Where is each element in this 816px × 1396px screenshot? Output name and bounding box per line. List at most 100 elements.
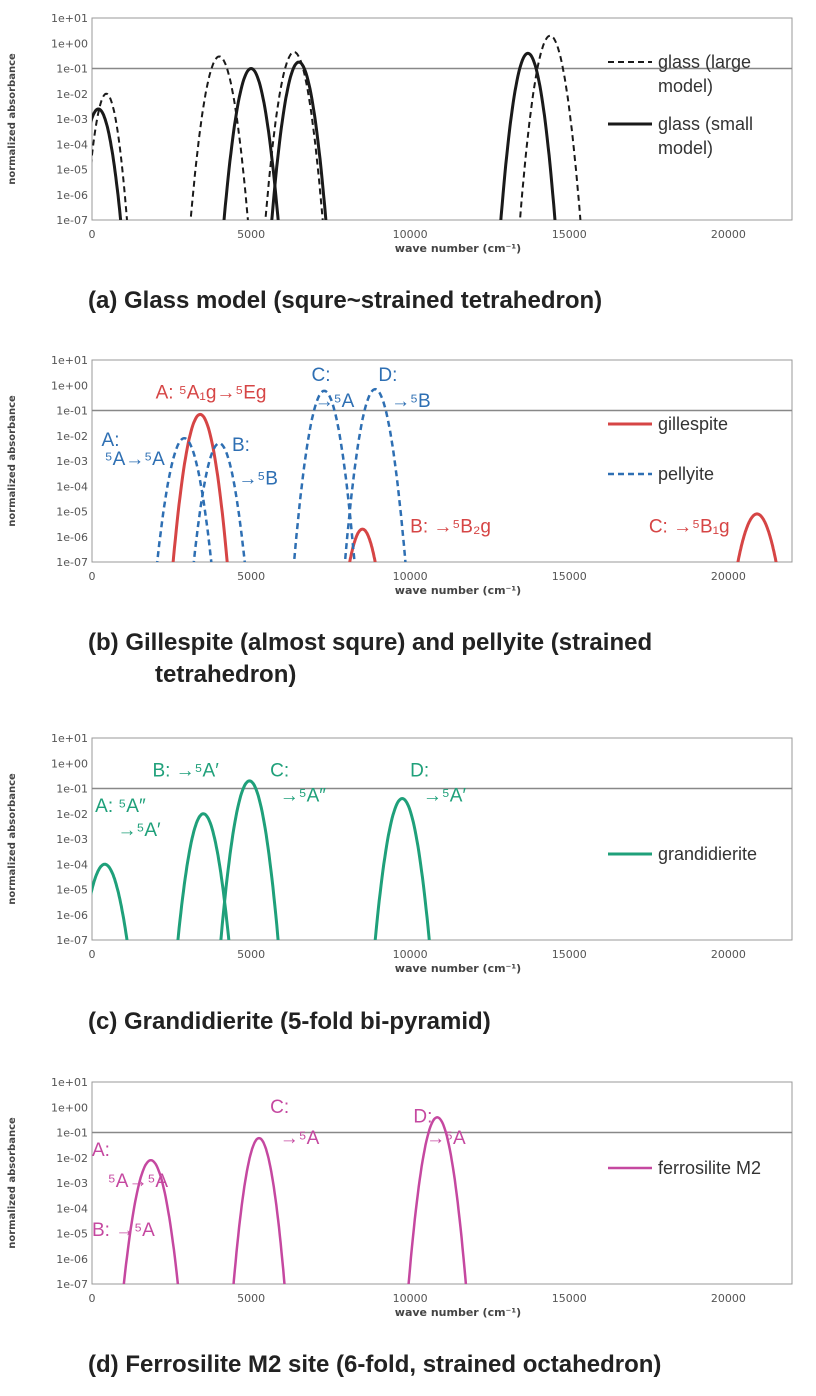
plot-frame (91, 737, 793, 941)
series-glass-large-model- (92, 34, 582, 220)
caption-a: (a) Glass model (squre~strained tetrahed… (88, 287, 603, 314)
transition-annotation: →⁵A (315, 391, 355, 412)
transition-annotation: →⁵A′ (423, 786, 467, 807)
y-tick-label: 1e+00 (51, 757, 88, 770)
y-tick-label: 1e-01 (56, 405, 88, 418)
transition-annotation: ⁵A→⁵A (108, 1171, 168, 1192)
transition-annotation: C: (270, 760, 289, 781)
y-tick-label: 1e-06 (56, 1253, 88, 1266)
legend-label: gillespite (658, 414, 728, 434)
x-tick-label: 5000 (237, 1292, 265, 1305)
x-tick-label: 10000 (393, 570, 428, 583)
caption-d: (d) Ferrosilite M2 site (6-fold, straine… (88, 1351, 662, 1378)
transition-annotation: C: (312, 365, 331, 386)
series-grandidierite (92, 779, 431, 940)
x-tick-label: 0 (89, 228, 96, 241)
x-axis-label: wave number (cm⁻¹) (395, 584, 521, 597)
absorbance-peak (92, 92, 128, 220)
series-ferrosilite-m2 (122, 1116, 468, 1284)
chart-d: 1e-07 1e-06 1e-05 1e-04 1e-03 1e-02 1e-01 1e+00… (7, 1076, 793, 1319)
plot-frame (91, 359, 793, 563)
absorbance-peak (92, 107, 123, 220)
y-tick-label: 1e-06 (56, 531, 88, 544)
absorbance-peak (518, 34, 582, 220)
legend-label: pellyite (658, 464, 714, 484)
y-tick-label: 1e-07 (56, 1278, 88, 1291)
x-tick-label: 5000 (237, 570, 265, 583)
y-tick-label: 1e-01 (56, 1127, 88, 1140)
absorbance-peak (171, 412, 229, 562)
y-tick-label: 1e-03 (56, 833, 88, 846)
y-tick-label: 1e-02 (56, 808, 88, 821)
x-axis-label: wave number (cm⁻¹) (395, 1306, 521, 1319)
absorbance-peak (270, 60, 328, 220)
transition-annotation: →⁵A (426, 1128, 466, 1149)
y-tick-label: 1e+01 (51, 1076, 88, 1089)
y-tick-label: 1e+01 (51, 354, 88, 367)
y-tick-label: 1e-07 (56, 556, 88, 569)
y-tick-label: 1e+00 (51, 1101, 88, 1114)
y-tick-label: 1e+01 (51, 12, 88, 25)
x-tick-label: 10000 (393, 948, 428, 961)
chart-c: 1e-07 1e-06 1e-05 1e-04 1e-03 1e-02 1e-01 1e+00… (7, 732, 793, 975)
y-tick-label: 1e-03 (56, 455, 88, 468)
absorbance-peak (189, 55, 249, 220)
y-tick-label: 1e-07 (56, 214, 88, 227)
y-tick-label: 1e-02 (56, 88, 88, 101)
legend-label: glass (large (658, 52, 751, 72)
x-tick-label: 15000 (552, 1292, 587, 1305)
y-tick-label: 1e-04 (56, 480, 88, 493)
transition-annotation: ⁵A→⁵A (105, 449, 165, 470)
x-tick-label: 15000 (552, 948, 587, 961)
y-tick-label: 1e-06 (56, 909, 88, 922)
absorbance-peak (407, 1116, 468, 1284)
y-tick-label: 1e-01 (56, 63, 88, 76)
absorbance-peak (499, 51, 557, 220)
y-tick-label: 1e-05 (56, 884, 88, 897)
absorbance-peak (176, 812, 231, 940)
x-tick-label: 20000 (711, 570, 746, 583)
legend-label: ferrosilite M2 (658, 1158, 761, 1178)
transition-annotation: B: (232, 435, 250, 456)
y-tick-label: 1e-01 (56, 783, 88, 796)
x-tick-label: 10000 (393, 1292, 428, 1305)
transition-annotation: B: →⁵A (92, 1220, 155, 1241)
series-pellyite (155, 387, 407, 562)
legend-label: grandidierite (658, 844, 757, 864)
x-tick-label: 15000 (552, 228, 587, 241)
transition-annotation: C: (270, 1097, 289, 1118)
x-axis-label: wave number (cm⁻¹) (395, 242, 521, 255)
y-axis-label: normalized absorbance (7, 1117, 18, 1249)
y-tick-label: 1e+00 (51, 37, 88, 50)
transition-annotation: D: (378, 365, 397, 386)
transition-annotation: B: →⁵A′ (152, 760, 219, 781)
transition-annotation: A: ⁵A″ (95, 796, 146, 817)
x-tick-label: 0 (89, 570, 96, 583)
transition-annotation: A: (102, 430, 120, 451)
y-tick-label: 1e+00 (51, 379, 88, 392)
y-tick-label: 1e-04 (56, 1202, 88, 1215)
transition-annotation: D: (413, 1106, 432, 1127)
absorbance-peak (232, 1136, 286, 1284)
x-tick-label: 0 (89, 948, 96, 961)
y-tick-label: 1e-05 (56, 506, 88, 519)
y-tick-label: 1e-03 (56, 1177, 88, 1190)
absorbance-peak (192, 442, 246, 562)
absorbance-peak (343, 387, 407, 562)
series-gillespite (171, 412, 778, 562)
y-tick-label: 1e-06 (56, 189, 88, 202)
x-tick-label: 5000 (237, 228, 265, 241)
y-axis-label: normalized absorbance (7, 53, 18, 185)
transition-annotation: A: (92, 1140, 110, 1161)
y-tick-label: 1e-02 (56, 1152, 88, 1165)
y-tick-label: 1e+01 (51, 732, 88, 745)
chart-b: 1e-07 1e-06 1e-05 1e-04 1e-03 1e-02 1e-01 1e+00… (7, 354, 793, 597)
caption-c: (c) Grandidierite (5-fold bi-pyramid) (88, 1008, 491, 1035)
transition-annotation: →⁵B (238, 468, 278, 489)
y-tick-label: 1e-02 (56, 430, 88, 443)
absorbance-peak (373, 796, 431, 940)
transition-annotation: B: →⁵B₂g (410, 516, 491, 537)
absorbance-peak (92, 862, 129, 940)
absorbance-peak (292, 389, 356, 562)
y-tick-label: 1e-03 (56, 113, 88, 126)
